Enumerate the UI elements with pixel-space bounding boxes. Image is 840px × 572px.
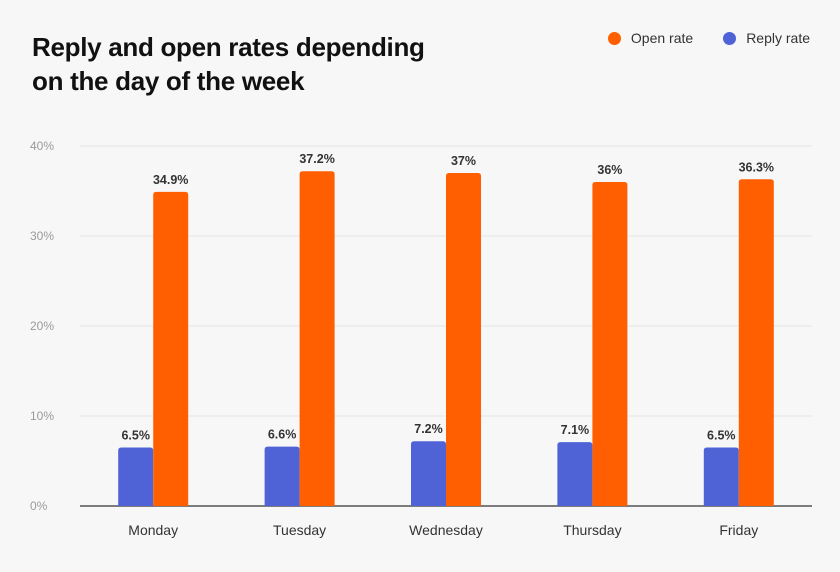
data-label: 6.5% (707, 429, 736, 443)
legend-item-open-rate[interactable]: Open rate (607, 30, 694, 46)
legend-label-reply-rate: Reply rate (746, 30, 810, 46)
data-label: 36.3% (739, 160, 774, 174)
bar-reply-rate (557, 442, 593, 506)
data-label: 6.5% (121, 429, 150, 443)
data-label: 36% (597, 163, 622, 177)
data-label: 37% (451, 154, 476, 168)
x-tick-label: Monday (128, 522, 178, 538)
data-label: 37.2% (299, 152, 334, 166)
data-label: 34.9% (153, 173, 188, 187)
bar-reply-rate (703, 447, 739, 506)
legend-swatch-open-rate (607, 31, 621, 45)
chart-title: Reply and open rates depending on the da… (32, 30, 492, 98)
chart-legend: Open rate Reply rate (607, 30, 810, 46)
x-tick-label: Wednesday (409, 522, 483, 538)
y-tick-label: 30% (30, 229, 54, 243)
bar-open-rate (592, 182, 628, 506)
chart-title-line-1: Reply and open rates depending (32, 32, 425, 62)
legend-label-open-rate: Open rate (630, 30, 694, 46)
x-tick-label: Tuesday (273, 522, 326, 538)
x-tick-label: Friday (719, 522, 758, 538)
y-tick-label: 0% (30, 499, 48, 513)
legend-item-reply-rate[interactable]: Reply rate (723, 30, 810, 46)
y-tick-label: 40% (30, 139, 54, 153)
bar-reply-rate (118, 447, 154, 506)
bar-open-rate (738, 179, 774, 507)
x-tick-label: Thursday (563, 522, 621, 538)
y-tick-label: 10% (30, 409, 54, 423)
bar-reply-rate (264, 446, 300, 506)
data-label: 7.1% (561, 423, 590, 437)
bar-open-rate (446, 173, 481, 506)
data-label: 7.2% (414, 422, 443, 436)
data-label: 6.6% (268, 428, 297, 442)
bar-reply-rate (411, 441, 446, 506)
y-tick-label: 20% (30, 319, 54, 333)
chart-title-line-2: on the day of the week (32, 66, 305, 96)
legend-swatch-reply-rate (723, 31, 737, 45)
bar-open-rate (299, 171, 335, 506)
bar-open-rate (153, 191, 189, 506)
